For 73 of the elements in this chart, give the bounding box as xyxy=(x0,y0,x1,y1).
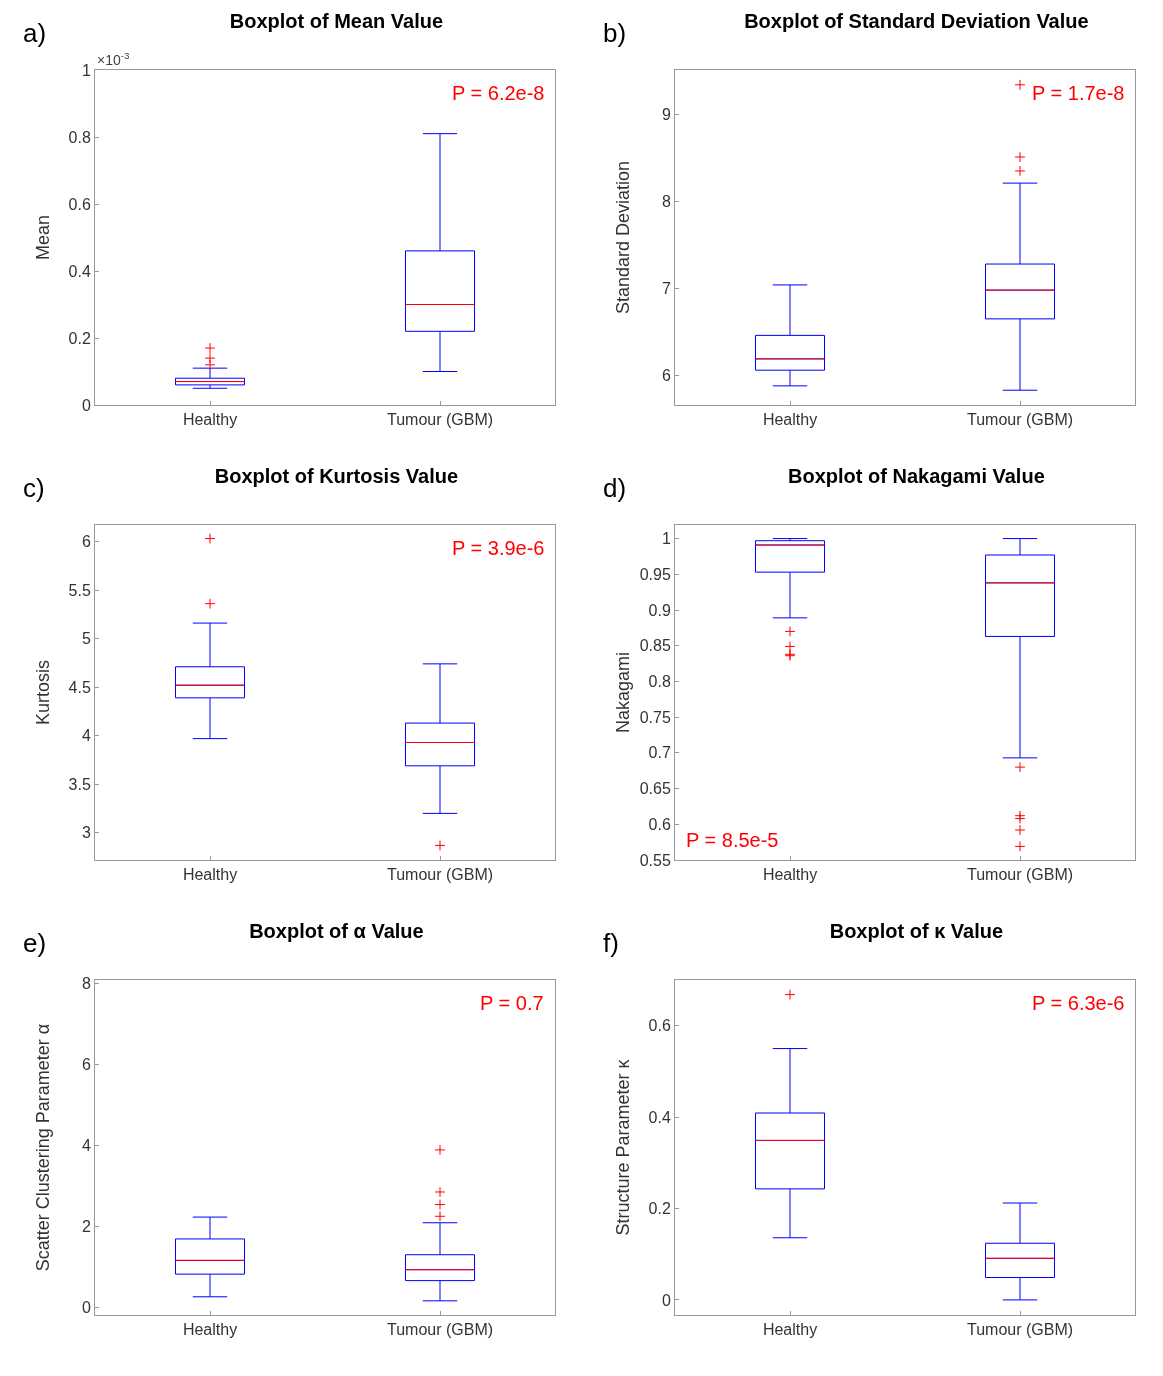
annotation: P = 3.9e-6 xyxy=(452,537,545,559)
y-tick-label: 4 xyxy=(81,1137,91,1155)
y-tick-label: 4.5 xyxy=(68,678,91,696)
x-tick-label: Tumour (GBM) xyxy=(386,1321,494,1339)
y-tick-label: 0.4 xyxy=(648,1108,671,1126)
chart-title: Boxplot of Mean Value xyxy=(229,9,444,32)
y-tick-label: 3.5 xyxy=(68,775,91,793)
y-axis-title: Scatter Clustering Parameter α xyxy=(33,1023,53,1272)
annotation: P = 8.5e-5 xyxy=(686,829,779,851)
y-tick-label: 0.55 xyxy=(639,851,671,869)
text: f) xyxy=(603,928,619,958)
x-tick-label: Healthy xyxy=(762,1321,818,1339)
annotation: P = 0.7 xyxy=(480,992,544,1014)
y-tick-label: 0.7 xyxy=(648,744,671,762)
y-tick-label: 6 xyxy=(81,533,91,551)
y-tick-label: 0.6 xyxy=(68,195,91,213)
text: b) xyxy=(603,18,627,48)
annotation: P = 6.3e-6 xyxy=(1032,992,1125,1014)
x-tick-label: Tumour (GBM) xyxy=(966,411,1074,429)
y-tick-label: 5.5 xyxy=(68,581,91,599)
x-tick-label: Tumour (GBM) xyxy=(966,866,1074,884)
text: a) xyxy=(23,18,47,48)
y-tick-label: 5 xyxy=(81,630,91,648)
y-tick-label: 8 xyxy=(661,192,671,210)
y-tick-label: 0.8 xyxy=(648,673,671,691)
y-tick-label: 6 xyxy=(81,1056,91,1074)
y-tick-label: 1 xyxy=(661,530,671,548)
y-tick-label: 0.6 xyxy=(648,815,671,833)
text: ×10$^{-3}$ xyxy=(97,50,131,68)
y-tick-label: 0.4 xyxy=(68,262,91,280)
y-tick-label: 0.8 xyxy=(68,128,91,146)
y-tick-label: 6 xyxy=(661,367,671,385)
y-tick-label: 9 xyxy=(661,105,671,123)
text: e) xyxy=(23,928,47,958)
x-tick-label: Healthy xyxy=(182,411,238,429)
y-axis-title: Structure Parameter κ xyxy=(613,1058,633,1236)
text: c) xyxy=(23,473,45,503)
y-axis-title: Kurtosis xyxy=(33,659,53,726)
x-tick-label: Tumour (GBM) xyxy=(386,866,494,884)
y-axis-title: Mean xyxy=(33,214,53,261)
y-tick-label: 3 xyxy=(81,824,91,842)
x-tick-label: Healthy xyxy=(182,1321,238,1339)
y-tick-label: 0 xyxy=(81,396,91,414)
x-tick-label: Tumour (GBM) xyxy=(966,1321,1074,1339)
y-axis-title: Standard Deviation xyxy=(613,160,633,315)
x-tick-label: Tumour (GBM) xyxy=(386,411,494,429)
chart-title: Boxplot of Nakagami Value xyxy=(788,464,1045,487)
text: d) xyxy=(603,473,627,503)
y-tick-label: 0.95 xyxy=(639,565,671,583)
y-tick-label: 0.2 xyxy=(648,1200,671,1218)
chart-title: Boxplot of κ Value xyxy=(829,919,1004,942)
x-tick-label: Healthy xyxy=(762,411,818,429)
y-axis-title: Nakagami xyxy=(613,651,633,734)
chart-title: Boxplot of Kurtosis Value xyxy=(214,464,459,487)
y-tick-label: 0.9 xyxy=(648,601,671,619)
y-tick-label: 0 xyxy=(81,1298,91,1316)
annotation: P = 1.7e-8 xyxy=(1032,82,1125,104)
y-tick-label: 4 xyxy=(81,727,91,745)
annotation: P = 6.2e-8 xyxy=(452,82,545,104)
y-tick-label: 1 xyxy=(81,61,91,79)
y-tick-label: 7 xyxy=(661,280,671,297)
y-tick-label: 0 xyxy=(661,1291,671,1309)
y-tick-label: 0.65 xyxy=(639,780,671,798)
chart-title: Boxplot of α Value xyxy=(249,919,424,942)
y-tick-label: 0.2 xyxy=(68,329,91,347)
y-tick-label: 0.75 xyxy=(639,708,671,726)
x-tick-label: Healthy xyxy=(762,866,818,884)
y-tick-label: 0.85 xyxy=(639,637,671,655)
y-tick-label: 2 xyxy=(81,1217,91,1235)
x-tick-label: Healthy xyxy=(182,866,238,884)
y-tick-label: 8 xyxy=(81,975,91,993)
y-tick-label: 0.6 xyxy=(648,1017,671,1035)
chart-title: Boxplot of Standard Deviation Value xyxy=(744,9,1089,32)
